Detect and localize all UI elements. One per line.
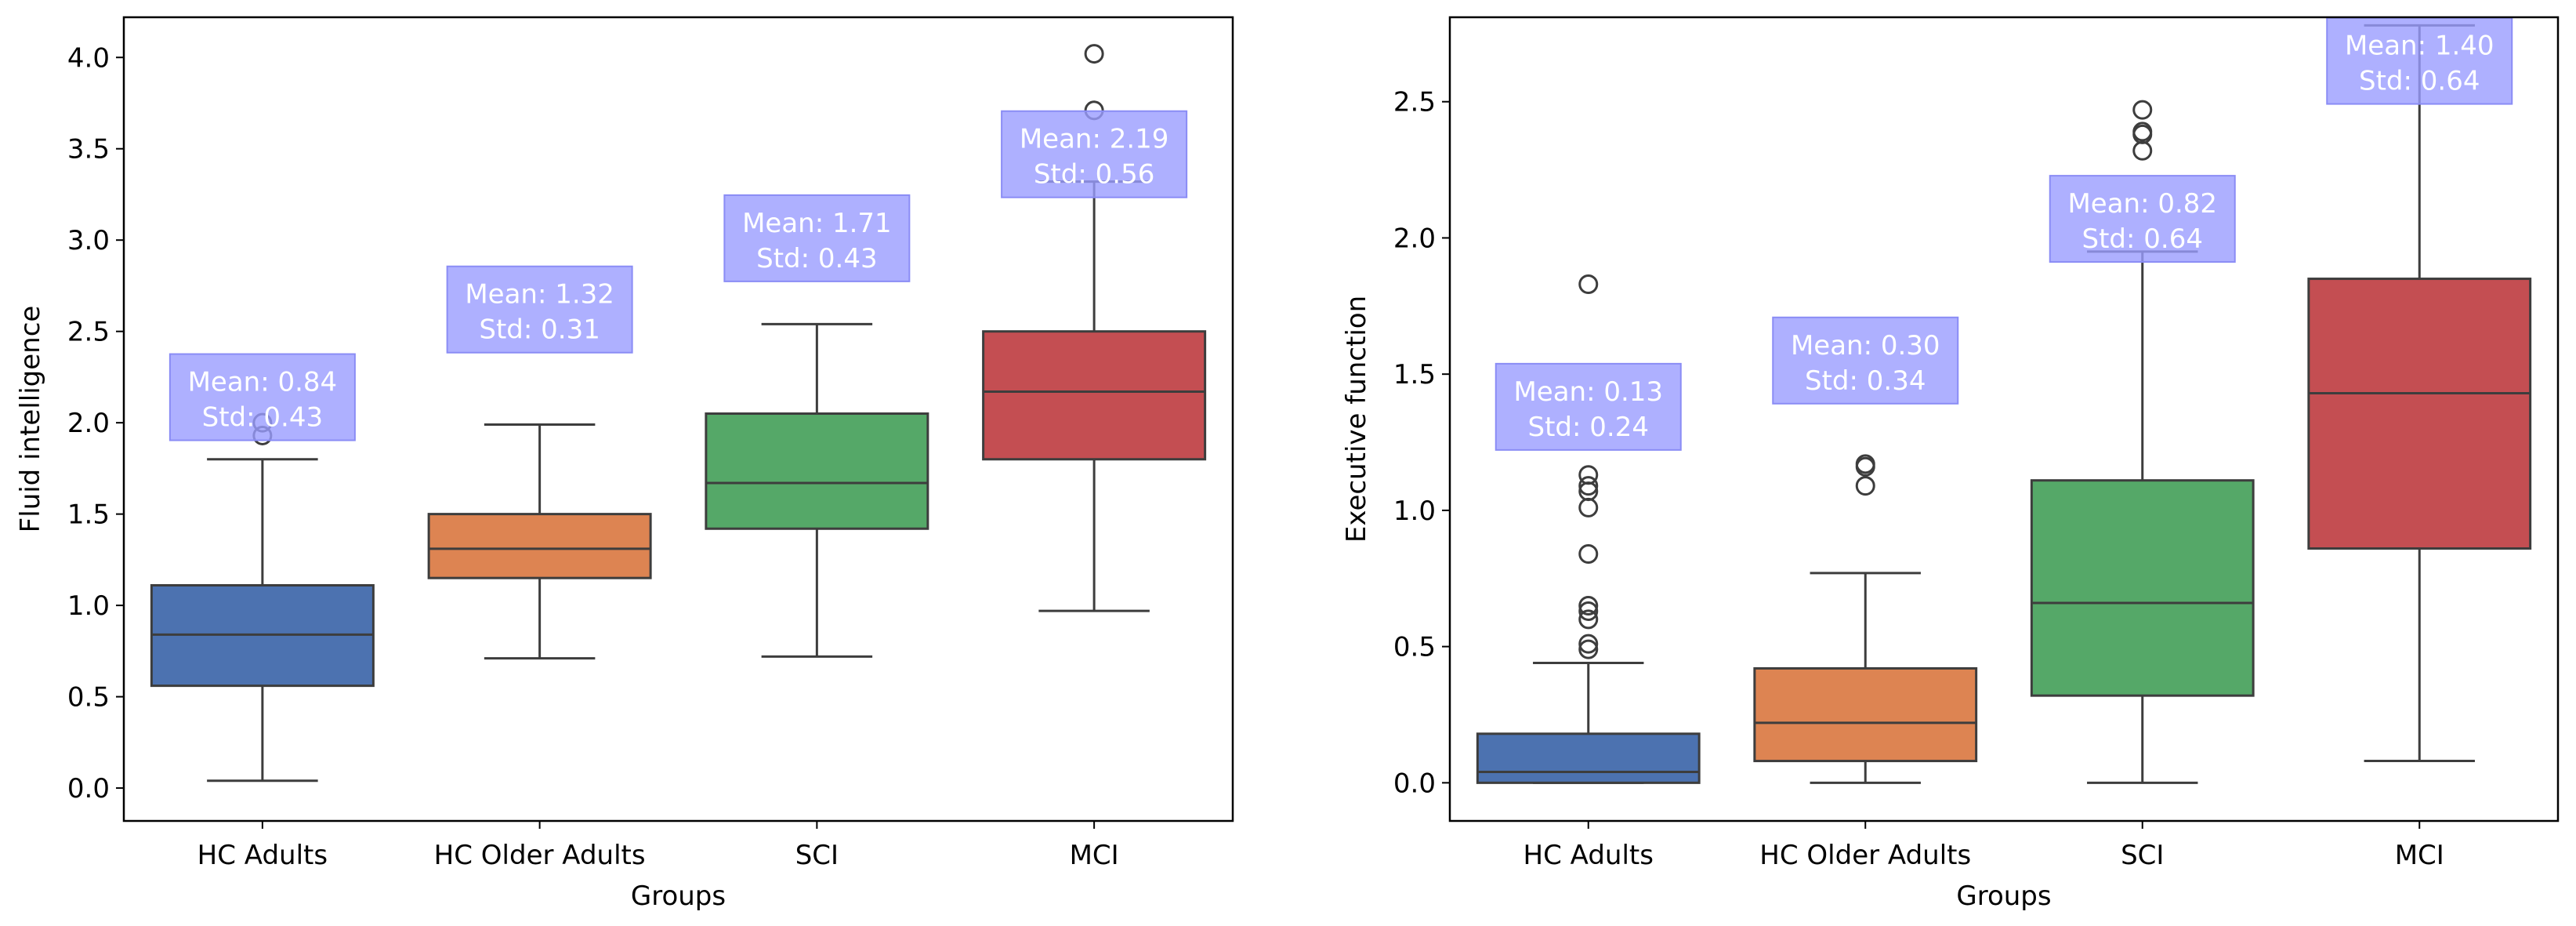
outlier-point	[1855, 476, 1875, 496]
annotation-box	[1495, 362, 1682, 451]
y-tick-label: 3.5	[67, 134, 110, 165]
chart-panel-1: 0.0 0.5 1.0 1.5 2.0 2.5 3.0 3.5 4.0 Fluid intelli…	[15, 16, 1234, 912]
stats-annotation: Mean: 0.30 Std: 0.34	[1772, 316, 1959, 405]
annotation-box	[1772, 316, 1959, 405]
y-tick-label: 1.5	[1393, 359, 1436, 390]
annotation-box	[446, 265, 633, 354]
annotation-mean: Mean: 0.13	[1513, 376, 1663, 408]
outlier-point	[1578, 634, 1599, 654]
annotation-mean: Mean: 2.19	[1020, 124, 1169, 155]
iqr-box	[1753, 666, 1978, 763]
y-axis-label: Fluid intelligence	[15, 306, 46, 533]
y-tick-label: 0.0	[67, 773, 110, 804]
stats-annotation: Mean: 0.84 Std: 0.43	[168, 353, 356, 441]
outlier-point	[1578, 476, 1599, 496]
y-axis-label: Executive function	[1341, 296, 1372, 543]
annotation-mean: Mean: 1.32	[465, 279, 614, 310]
annotation-mean: Mean: 0.82	[2067, 188, 2217, 220]
x-tick-label: HC Adults	[197, 840, 328, 871]
stats-annotation: Mean: 0.13 Std: 0.24	[1495, 362, 1682, 451]
outlier-point	[1578, 639, 1599, 659]
outlier-point	[1578, 274, 1599, 295]
iqr-box	[2307, 278, 2532, 550]
x-tick-label: MCI	[2395, 840, 2444, 871]
annotation-std: Std: 0.24	[1528, 412, 1649, 443]
plot-frame	[1448, 16, 2560, 823]
iqr-box	[427, 513, 652, 579]
y-tick-label: 2.0	[67, 408, 110, 439]
x-tick-label: HC Adults	[1523, 840, 1654, 871]
outlier-point	[1578, 601, 1599, 621]
annotation-std: Std: 0.31	[479, 314, 600, 346]
x-tick-label: MCI	[1070, 840, 1119, 871]
annotation-box	[2049, 175, 2236, 263]
box-hc-older-adults	[1753, 454, 1978, 784]
annotation-mean: Mean: 1.71	[742, 208, 892, 239]
y-tick-label: 4.0	[67, 42, 110, 74]
annotation-box	[168, 353, 356, 441]
y-tick-label: 2.5	[1393, 87, 1436, 118]
y-tick-label: 3.0	[67, 225, 110, 256]
iqr-box	[2030, 479, 2255, 697]
box-hc-adults	[150, 412, 375, 783]
annotation-std: Std: 0.64	[2359, 66, 2480, 97]
box-sci	[2030, 100, 2255, 784]
annotation-std: Std: 0.34	[1805, 365, 1926, 397]
y-tick-label: 1.0	[1393, 496, 1436, 527]
y-tick-label: 2.0	[1393, 223, 1436, 254]
outlier-point	[1855, 454, 1875, 474]
outlier-point	[2132, 140, 2153, 161]
iqr-box	[705, 412, 929, 530]
x-tick-label: HC Older Adults	[434, 840, 646, 871]
x-tick-label: SCI	[795, 840, 839, 871]
annotation-std: Std: 0.64	[2082, 223, 2203, 255]
iqr-box	[1476, 732, 1701, 784]
box-hc-older-adults	[427, 423, 652, 660]
annotation-std: Std: 0.43	[756, 243, 877, 274]
outlier-point	[1578, 497, 1599, 517]
outlier-point	[1578, 609, 1599, 630]
annotation-std: Std: 0.43	[202, 402, 323, 434]
annotation-box	[1001, 110, 1188, 198]
annotation-mean: Mean: 0.30	[1791, 330, 1940, 361]
x-tick-label: SCI	[2121, 840, 2164, 871]
y-tick-label: 1.0	[67, 590, 110, 622]
y-tick-label: 1.5	[67, 499, 110, 531]
x-axis-label: Groups	[631, 881, 726, 912]
stats-annotation: Mean: 1.40 Std: 0.64	[2326, 16, 2513, 105]
box-sci	[705, 322, 929, 658]
outlier-point	[1578, 465, 1599, 485]
y-tick-label: 0.5	[67, 682, 110, 714]
outlier-point	[1578, 596, 1599, 616]
box-mci	[2307, 24, 2532, 763]
box-hc-adults	[1476, 274, 1701, 784]
stats-annotation: Mean: 1.32 Std: 0.31	[446, 265, 633, 354]
iqr-box	[982, 330, 1207, 461]
stats-annotation: Mean: 2.19 Std: 0.56	[1001, 110, 1188, 198]
outlier-point	[1084, 44, 1104, 64]
annotation-mean: Mean: 1.40	[2345, 31, 2494, 62]
annotation-box	[723, 194, 911, 282]
chart-panel-2: 0.0 0.5 1.0 1.5 2.0 2.5 Executive function HC A…	[1341, 16, 2560, 912]
x-tick-label: HC Older Adults	[1759, 840, 1971, 871]
outlier-point	[2132, 100, 2153, 120]
x-axis-label: Groups	[1956, 881, 2051, 912]
outlier-point	[2132, 122, 2153, 142]
plot-frame	[122, 16, 1234, 823]
annotation-box	[2326, 16, 2513, 105]
annotation-std: Std: 0.56	[1034, 159, 1154, 191]
outlier-point	[1578, 543, 1599, 564]
y-tick-label: 0.5	[1393, 632, 1436, 663]
stats-annotation: Mean: 1.71 Std: 0.43	[723, 194, 911, 282]
annotation-mean: Mean: 0.84	[188, 367, 338, 398]
y-tick-label: 2.5	[67, 317, 110, 348]
y-tick-label: 0.0	[1393, 768, 1436, 799]
